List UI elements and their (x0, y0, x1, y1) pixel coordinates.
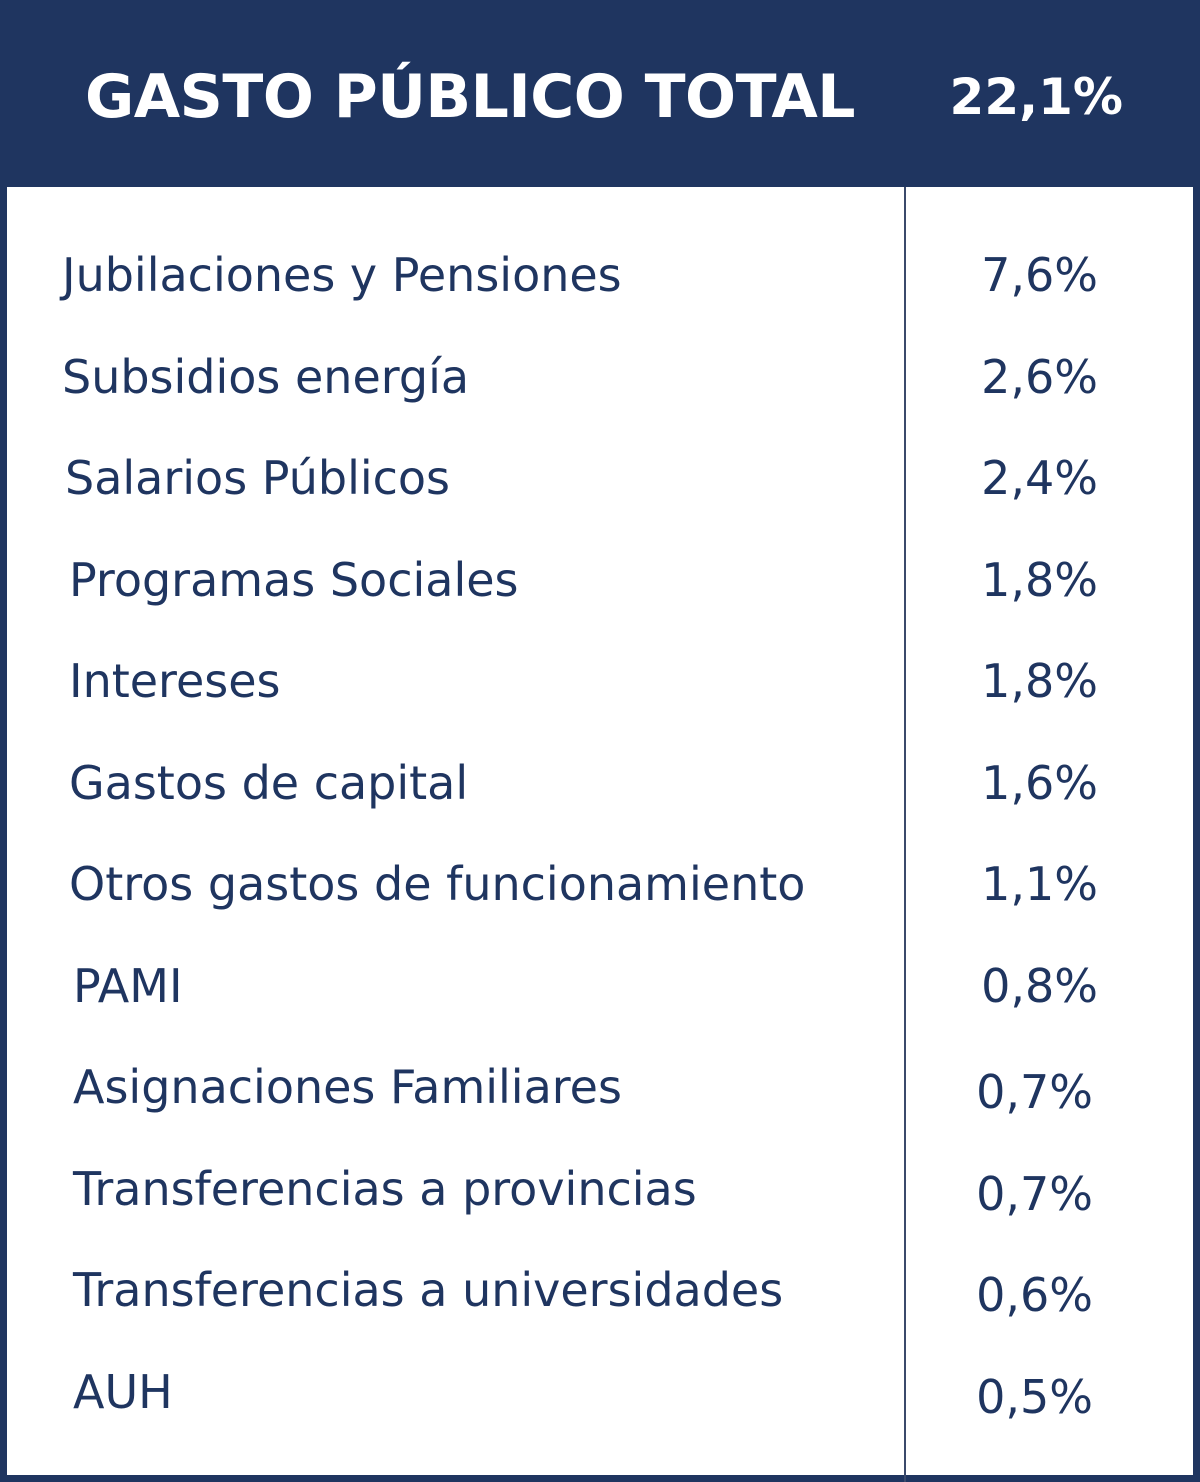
row-label: PAMI (73, 958, 183, 1013)
row-value: 2,4% (981, 451, 1098, 505)
header-value: 22,1% (949, 68, 1123, 126)
row-label: Intereses (69, 654, 281, 708)
row-label: Subsidios energía (62, 349, 470, 404)
header: GASTO PÚBLICO TOTAL 22,1% (7, 7, 1193, 187)
row-value: 1,1% (981, 857, 1098, 911)
row-label: Programas Sociales (69, 552, 519, 607)
row-value: 1,6% (981, 755, 1098, 810)
row-value: 0,5% (976, 1369, 1093, 1424)
row-label: Otros gastos de funcionamiento (69, 857, 806, 911)
column-divider (904, 187, 906, 1482)
row-label: Transferencias a universidades (73, 1263, 784, 1317)
row-label: Salarios Públicos (65, 451, 451, 505)
row-label: Gastos de capital (69, 755, 469, 810)
row-value: 0,7% (976, 1065, 1093, 1119)
row-label: Jubilaciones y Pensiones (62, 248, 622, 302)
row-value: 0,7% (976, 1166, 1093, 1221)
row-value: 7,6% (981, 248, 1098, 302)
row-value: 0,6% (976, 1268, 1093, 1322)
row-value: 0,8% (981, 958, 1098, 1013)
row-value: 1,8% (981, 552, 1098, 607)
row-value: 1,8% (981, 654, 1098, 708)
row-label: Transferencias a provincias (73, 1161, 697, 1216)
row-value: 2,6% (981, 349, 1098, 404)
header-title: GASTO PÚBLICO TOTAL (85, 62, 856, 132)
row-label: AUH (73, 1364, 173, 1419)
row-label: Asignaciones Familiares (73, 1060, 622, 1114)
